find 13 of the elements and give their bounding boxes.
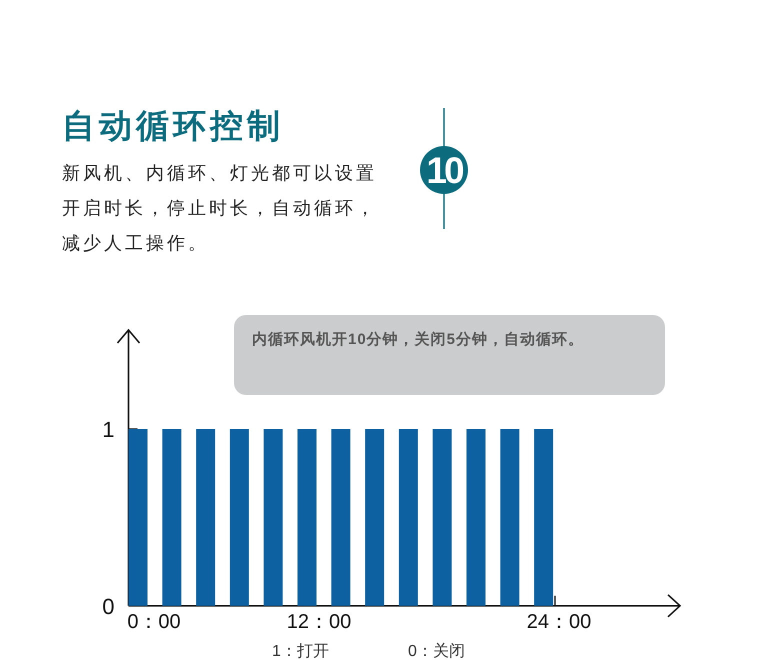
subtitle: 新风机、内循环、灯光都可以设置 xyxy=(62,163,377,183)
ytick-label: 1 xyxy=(102,417,114,442)
annotation: 1：打开 xyxy=(272,643,329,660)
subtitle: 开启时长，停止时长，自动循环， xyxy=(62,198,377,218)
subtitle: 减少人工操作。 xyxy=(62,233,209,253)
annotation: 10 xyxy=(426,150,462,191)
title: 自动循环控制 xyxy=(62,107,284,144)
xtick-label: 12：00 xyxy=(286,610,352,633)
xtick-label: 24：00 xyxy=(526,610,592,633)
annotation: 0：关闭 xyxy=(408,643,465,660)
ytick-label: 0 xyxy=(102,594,114,619)
annotation: 内循环风机开10分钟，关闭5分钟，自动循环。 xyxy=(252,331,584,348)
xtick-label: 0：00 xyxy=(127,610,181,633)
